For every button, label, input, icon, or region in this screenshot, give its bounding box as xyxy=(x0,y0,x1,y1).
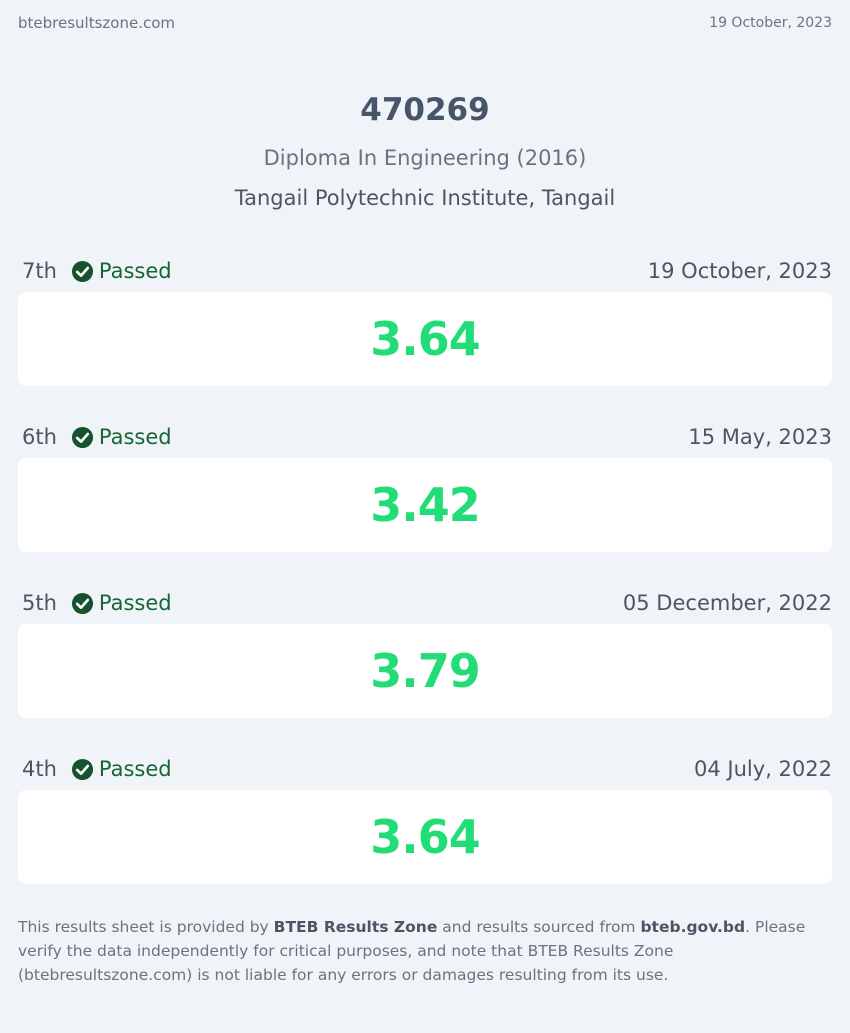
semester-result: 6th Passed 15 May, 2023 3.42 xyxy=(18,420,832,586)
provider-name: BTEB Results Zone xyxy=(273,918,438,936)
gpa-card: 3.64 xyxy=(18,292,832,386)
result-date: 05 December, 2022 xyxy=(622,591,832,615)
print-date: 19 October, 2023 xyxy=(709,15,832,31)
semester-label: 7th xyxy=(22,259,57,283)
gpa-card: 3.64 xyxy=(18,790,832,884)
status-label: Passed xyxy=(98,425,172,449)
gpa-value: 3.64 xyxy=(370,810,480,864)
disclaimer-text: . Please verify the data independently f… xyxy=(18,918,806,984)
result-date: 19 October, 2023 xyxy=(647,259,832,283)
status-label: Passed xyxy=(98,591,172,615)
program-name: Diploma In Engineering (2016) xyxy=(263,146,587,170)
gpa-value: 3.64 xyxy=(370,312,480,366)
student-header: 470269 Diploma In Engineering (2016) Tan… xyxy=(0,88,850,214)
check-circle-icon xyxy=(71,758,93,780)
semester-result: 7th Passed 19 October, 2023 3.64 xyxy=(18,254,832,420)
gpa-value: 3.79 xyxy=(370,644,480,698)
site-name[interactable]: btebresultszone.com xyxy=(18,14,175,32)
disclaimer: This results sheet is provided by BTEB R… xyxy=(18,915,810,987)
top-bar: btebresultszone.com 19 October, 2023 xyxy=(18,14,832,32)
semester-label: 5th xyxy=(22,591,57,615)
gpa-value: 3.42 xyxy=(370,478,480,532)
check-circle-icon xyxy=(71,260,93,282)
status-label: Passed xyxy=(98,259,172,283)
disclaimer-text: and results sourced from xyxy=(437,918,641,936)
disclaimer-text: This results sheet is provided by xyxy=(18,918,274,936)
roll-number: 470269 xyxy=(360,92,490,128)
semester-header: 4th Passed 04 July, 2022 xyxy=(18,752,832,786)
semester-result: 5th Passed 05 December, 2022 3.79 xyxy=(18,586,832,752)
check-circle-icon xyxy=(71,592,93,614)
semester-label: 4th xyxy=(22,757,57,781)
institute-name: Tangail Polytechnic Institute, Tangail xyxy=(234,186,616,210)
semester-header: 6th Passed 15 May, 2023 xyxy=(18,420,832,454)
gpa-card: 3.79 xyxy=(18,624,832,718)
gpa-card: 3.42 xyxy=(18,458,832,552)
results-list: 7th Passed 19 October, 2023 3.64 6th Pas… xyxy=(18,254,832,918)
status-label: Passed xyxy=(98,757,172,781)
semester-header: 7th Passed 19 October, 2023 xyxy=(18,254,832,288)
semester-result: 4th Passed 04 July, 2022 3.64 xyxy=(18,752,832,918)
result-date: 04 July, 2022 xyxy=(694,757,832,781)
semester-label: 6th xyxy=(22,425,57,449)
semester-header: 5th Passed 05 December, 2022 xyxy=(18,586,832,620)
result-date: 15 May, 2023 xyxy=(688,425,832,449)
check-circle-icon xyxy=(71,426,93,448)
source-link[interactable]: bteb.gov.bd xyxy=(640,918,746,936)
